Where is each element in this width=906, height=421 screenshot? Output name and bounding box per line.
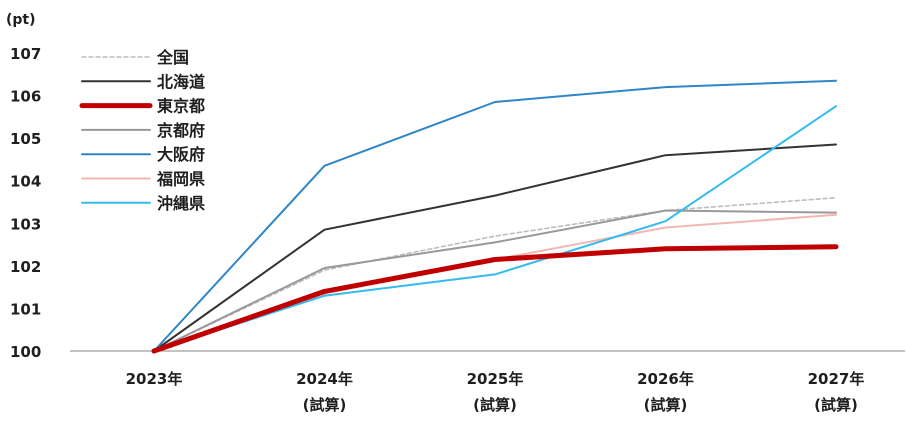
y-unit-label: (pt) (6, 12, 36, 28)
x-tick-sublabel: (試算) (303, 396, 347, 414)
legend-label: 福岡県 (156, 170, 205, 189)
legend-label: 北海道 (157, 72, 205, 91)
series-line-1 (153, 143, 837, 352)
legend-label: 大阪府 (157, 145, 205, 164)
legend-label: 全国 (156, 48, 189, 67)
series-line-5 (153, 213, 837, 352)
series-line-2 (151, 244, 839, 354)
series-line-3 (153, 209, 837, 352)
y-tick-label: 102 (10, 258, 41, 276)
y-axis-ticks: 100 101 102 103 104 105 106 107 (10, 45, 41, 361)
x-tick-sublabel: (試算) (814, 396, 858, 414)
series-line-6 (153, 105, 837, 352)
x-tick-sublabel: (試算) (644, 396, 688, 414)
y-tick-label: 100 (10, 343, 41, 361)
x-axis-labels: 2023年 2024年 (試算) 2025年 (試算) 2026年 (試算) 2027年 (試算… (126, 370, 865, 414)
series-line-4 (153, 79, 837, 352)
legend-label: 京都府 (157, 121, 205, 140)
legend-label: 沖縄県 (157, 194, 205, 213)
x-tick-label: 2023年 (126, 370, 183, 388)
y-tick-label: 103 (10, 215, 41, 233)
x-tick-label: 2027年 (808, 370, 865, 388)
series-lines (151, 79, 839, 354)
legend-label: 東京都 (157, 97, 205, 116)
x-tick-sublabel: (試算) (473, 396, 517, 414)
y-tick-label: 101 (10, 300, 41, 318)
x-tick-label: 2026年 (637, 370, 694, 388)
y-tick-label: 104 (10, 173, 41, 191)
y-tick-label: 107 (10, 45, 41, 63)
y-tick-label: 106 (10, 88, 41, 106)
x-tick-label: 2024年 (296, 370, 353, 388)
x-tick-label: 2025年 (467, 370, 524, 388)
y-tick-label: 105 (10, 130, 41, 148)
series-line-0 (153, 196, 837, 352)
